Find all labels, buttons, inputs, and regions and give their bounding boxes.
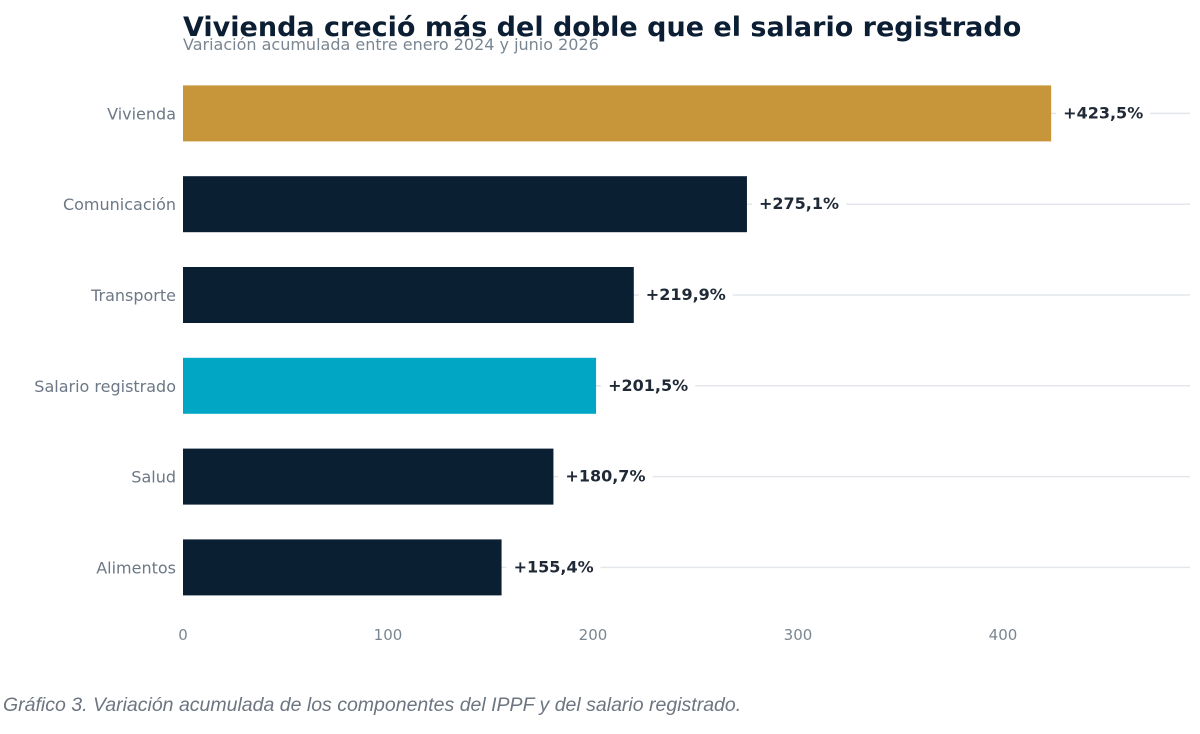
value-label-salario-registrado: +201,5% xyxy=(608,376,688,395)
value-label-background-salud xyxy=(558,464,653,489)
value-label-transporte: +219,9% xyxy=(646,285,726,304)
value-label-alimentos: +155,4% xyxy=(514,557,594,576)
category-label-vivienda: Vivienda xyxy=(107,104,176,123)
chart-subtitle: Variación acumulada entre enero 2024 y j… xyxy=(183,35,599,54)
value-label-background-vivienda xyxy=(1056,101,1151,126)
bar-vivienda xyxy=(183,85,1052,142)
value-label-salud: +180,7% xyxy=(565,467,645,486)
x-tick-label-0: 0 xyxy=(178,626,188,644)
value-label-vivienda: +423,5% xyxy=(1063,103,1143,122)
value-label-background-alimentos xyxy=(506,555,601,580)
chart-title: Vivienda creció más del doble que el sal… xyxy=(183,12,1021,43)
x-tick-label-200: 200 xyxy=(579,626,608,644)
value-label-background-transporte xyxy=(638,283,733,307)
category-label-comunicacion: Comunicación xyxy=(63,195,176,214)
bars xyxy=(183,85,1052,596)
value-label-background-salario-registrado xyxy=(601,373,696,398)
bar-salario-registrado xyxy=(183,357,597,414)
bar-salud xyxy=(183,448,554,505)
bar-chart: Vivienda Comunicación Transporte Salario re… xyxy=(34,12,1190,644)
bar-comunicacion xyxy=(183,176,747,233)
category-labels: Vivienda Comunicación Transporte Salario re… xyxy=(34,104,176,577)
chart-container: Vivienda Comunicación Transporte Salario re… xyxy=(34,12,1190,644)
x-tick-label-300: 300 xyxy=(784,626,813,644)
figure-caption: Gráfico 3. Variación acumulada de los co… xyxy=(3,694,742,716)
value-labels: +423,5% +275,1% +219,9% +201,5% +180,7% +155,… xyxy=(506,101,1151,580)
category-label-salud: Salud xyxy=(131,468,176,487)
x-tick-label-100: 100 xyxy=(374,626,403,644)
bar-transporte xyxy=(183,267,634,323)
x-axis-ticks: 0 100 200 300 400 xyxy=(178,626,1017,644)
x-tick-label-400: 400 xyxy=(989,626,1018,644)
category-label-transporte: Transporte xyxy=(90,286,176,305)
category-label-salario-registrado: Salario registrado xyxy=(34,377,176,396)
value-label-comunicacion: +275,1% xyxy=(759,194,839,213)
bar-alimentos xyxy=(183,539,502,596)
category-label-alimentos: Alimentos xyxy=(96,558,176,577)
value-label-background-comunicacion xyxy=(751,192,846,217)
